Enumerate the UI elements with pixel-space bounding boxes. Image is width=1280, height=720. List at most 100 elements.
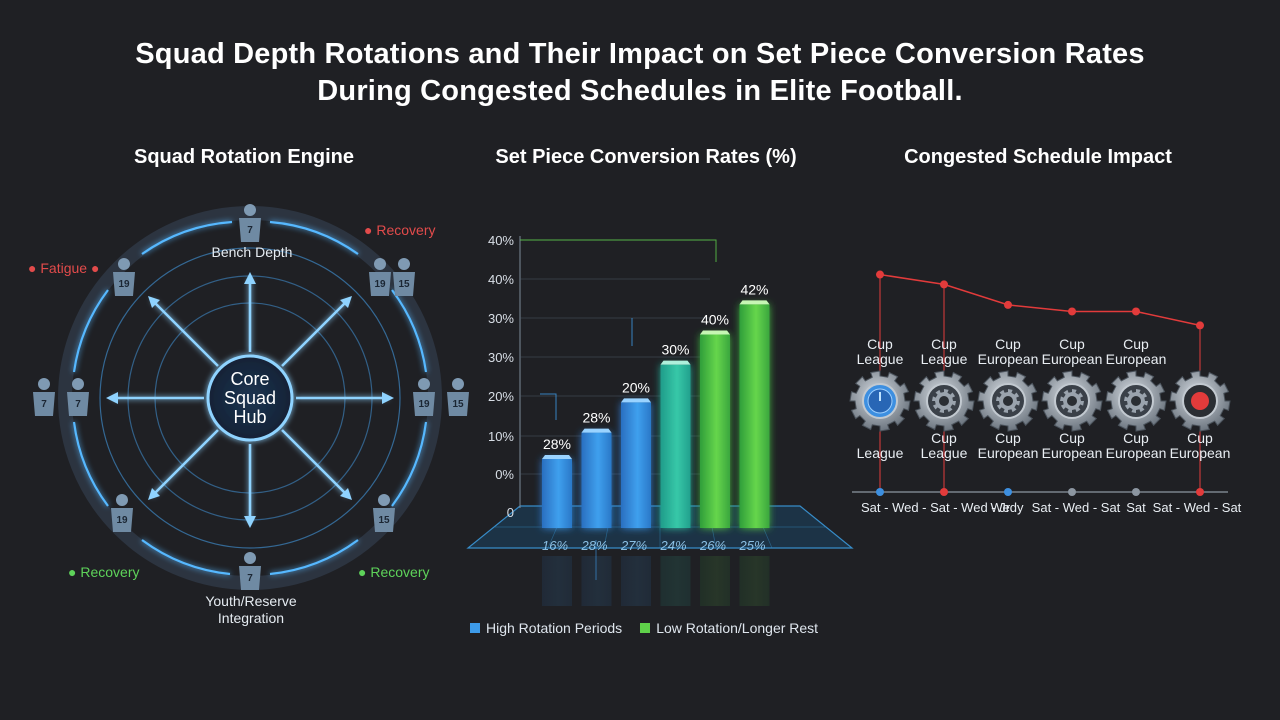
y-tick-label: 0% [495,467,514,482]
impact-point [1196,321,1204,330]
timeline-day-label: Sat [1126,500,1146,515]
timeline-tick [1004,488,1012,496]
y-tick-labels: 0 0% 10% 20% 30% 30% 40% 40% [488,233,514,520]
bar-cap [700,330,730,335]
chart-panel-title: Set Piece Conversion Rates (%) [495,146,797,168]
jersey-number: 19 [116,515,128,526]
player-figure: 7 [239,204,261,242]
impact-point [876,270,884,279]
gear-top-label-2: European [1105,351,1167,367]
gear-bottom-label-2: European [1041,445,1103,461]
title-line-2: During Congested Schedules in Elite Foot… [317,75,963,107]
bar-base-label: 24% [659,538,686,553]
legend-high: High Rotation Periods [470,620,622,636]
gear-top-label-2: League [856,351,904,367]
timeline-tick [876,488,884,496]
hub-label: Core Squad Hub [206,370,294,427]
timeline-tick [1196,488,1204,496]
bar-reflection [581,556,612,606]
hub-line-3: Hub [233,407,267,427]
timeline-day-label: Sat - Wed - Sat [1152,500,1242,515]
recovery-text-bl: Recovery [80,564,140,580]
recovery-text-tr: Recovery [376,222,436,238]
bar-top-label: 28% [582,410,610,426]
impact-point [1068,307,1076,316]
jersey-number: 19 [418,399,430,410]
bar-base-label: 26% [699,538,726,553]
bar-base-label: 28% [580,538,607,553]
bar-cap [542,454,572,459]
y-tick-label: 30% [488,311,514,326]
fatigue-text: Fatigue [40,260,88,276]
y-tick-label: 10% [488,429,514,444]
bar-cap [621,398,651,403]
bar [542,458,572,528]
recovery-label-top-right: ● Recovery [364,222,436,238]
timeline-day-label: Sat - Wed - Sat [1031,500,1121,515]
chart-legend: High Rotation Periods Low Rotation/Longe… [470,620,818,636]
bar-reflection [700,556,730,606]
bars [542,300,770,606]
impact-polyline [879,273,1201,327]
jersey-number: 7 [247,573,253,584]
jersey-number: 7 [41,399,47,410]
bar-base-label: 25% [738,538,765,553]
jersey-number: 7 [75,399,81,410]
gridlines [520,239,717,580]
hub-line-1: Core [230,369,270,389]
jersey-number: 15 [398,279,410,290]
bar-reflection [739,556,770,606]
player-figure: 15 [373,494,395,532]
youth-line-1: Youth/Reserve [205,593,297,609]
gear-bottom-label-2: European [977,445,1039,461]
impact-point [1132,307,1140,316]
rotation-panel-title: Squad Rotation Engine [134,146,354,168]
legend-low-label: Low Rotation/Longer Rest [656,620,819,636]
bar-base-label: 27% [620,538,647,553]
timeline-tick [1132,488,1140,496]
player-figure: 19 [369,258,391,296]
gear-top-label-2: European [1041,351,1103,367]
player-figure: 7 [33,378,55,416]
y-tick-label: 20% [488,389,514,404]
jersey-number: 7 [247,225,253,236]
y-tick-label: 0 [507,505,514,520]
connector-line [540,393,557,420]
hub-line-2: Squad [223,388,277,408]
gear-bottom-label-2: European [1169,445,1231,461]
jersey-number: 15 [452,399,464,410]
gear-top-label-1: Cup [995,336,1021,352]
bar-base-label: 16% [542,538,568,553]
gear-top-label-2: European [977,351,1039,367]
fatigue-label: ● Fatigue ● [28,260,100,276]
gear-bottom-label-1: Cup [1059,430,1085,446]
timeline-ticks [876,488,1204,496]
gear-bottom-label-1: Cup [1187,430,1213,446]
bar-cap [660,360,691,365]
bar [700,334,730,528]
jersey-number: 19 [374,279,386,290]
gear-top-label-1: Cup [1059,336,1085,352]
bar-cap [739,300,770,305]
page-title: Squad Depth Rotations and Their Impact o… [0,36,1280,110]
timeline-day-label: Sat - Wed - Sat - Wed - Jr [861,500,1011,515]
schedule-gear [1169,370,1231,432]
y-tick-label: 40% [488,233,514,248]
bar [660,364,691,528]
bar-reflection [542,556,572,606]
player-figure: 7 [67,378,89,416]
schedule-gear [977,370,1039,432]
recovery-label-bottom-left: ● Recovery [68,564,140,580]
youth-label: Youth/Reserve Integration [176,593,326,627]
recovery-text-br: Recovery [370,564,430,580]
bar-reflection [621,556,651,606]
schedule-gear [1105,370,1167,432]
gear-top-label-1: Cup [1123,336,1149,352]
bar [581,432,612,528]
schedule-gear [1041,370,1103,432]
bench-depth-label: Bench Depth [211,244,293,260]
bar-top-label: 28% [543,436,571,452]
youth-line-2: Integration [217,610,285,626]
legend-low-swatch [640,623,651,633]
bar-top-label: 30% [661,342,689,358]
